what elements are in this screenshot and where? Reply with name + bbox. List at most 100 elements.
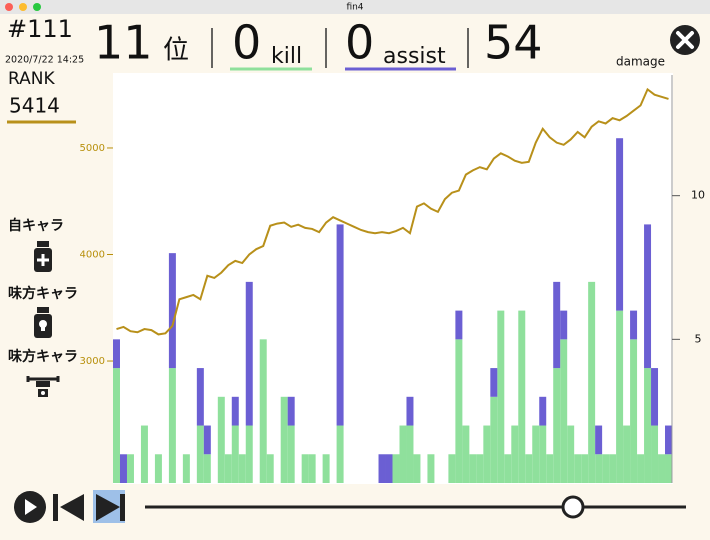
window-title: fin4	[346, 3, 363, 13]
bar	[378, 454, 386, 483]
bar	[518, 310, 526, 483]
bar	[637, 454, 645, 483]
bar	[322, 454, 330, 483]
bar	[203, 454, 211, 483]
character-label: 味方キャラ	[8, 285, 78, 302]
bar	[462, 425, 470, 483]
bar	[616, 138, 624, 311]
place: 11	[94, 16, 153, 70]
y-tick-label: 3000	[80, 356, 105, 367]
rank-label: RANK	[8, 69, 55, 89]
bar	[448, 454, 456, 483]
match-number: #111	[7, 15, 73, 43]
bar	[511, 425, 519, 483]
bar	[231, 396, 239, 426]
bar	[455, 310, 463, 340]
bar	[546, 454, 554, 483]
next-button[interactable]	[93, 490, 125, 523]
bar	[266, 454, 274, 483]
close-window[interactable]	[5, 3, 13, 11]
bar	[154, 454, 162, 483]
damage: 54	[484, 16, 543, 70]
bar	[168, 368, 176, 483]
title-bar	[0, 0, 710, 14]
bar	[581, 454, 589, 483]
bar	[525, 454, 533, 483]
assists: 0	[345, 16, 374, 70]
assists-label: assist	[383, 44, 446, 69]
bar	[308, 454, 316, 483]
bar	[651, 425, 659, 483]
bar	[469, 454, 477, 483]
bar	[602, 454, 610, 483]
bar	[231, 425, 239, 483]
bar	[196, 425, 204, 483]
bar	[658, 454, 666, 483]
bar	[595, 425, 603, 455]
bar	[259, 339, 267, 483]
minimize-window[interactable]	[19, 3, 27, 11]
match-datetime: 2020/7/22 14:25	[5, 55, 84, 66]
bar	[245, 281, 253, 426]
bar	[399, 425, 407, 483]
previous-button[interactable]	[53, 494, 84, 521]
close-button[interactable]	[670, 25, 700, 55]
bar	[392, 454, 400, 483]
bar	[588, 281, 596, 483]
bar	[560, 310, 568, 340]
bar	[476, 454, 484, 483]
bar	[385, 454, 393, 483]
bar	[287, 425, 295, 483]
bar	[553, 368, 561, 483]
drone-icon	[26, 376, 60, 397]
bar	[196, 368, 204, 426]
bar	[406, 396, 414, 426]
place-unit: 位	[163, 36, 189, 66]
rank-line	[116, 87, 669, 336]
damage-label: damage	[616, 55, 665, 69]
y2-tick-label: 10	[691, 189, 705, 202]
y-tick-label: 4000	[80, 249, 105, 260]
bar	[113, 339, 120, 369]
bar	[630, 339, 638, 483]
medic-icon	[34, 241, 52, 272]
chart: 3000 4000 5000 5 10	[80, 75, 705, 483]
bar	[413, 454, 421, 483]
bar	[182, 454, 190, 483]
bar	[623, 425, 631, 483]
progress-knob[interactable]	[561, 495, 585, 519]
play-button[interactable]	[14, 491, 46, 523]
bar	[119, 454, 127, 483]
character-label: 自キャラ	[8, 217, 64, 234]
poison-icon	[34, 307, 52, 338]
bar	[539, 425, 547, 483]
zoom-window[interactable]	[33, 3, 41, 11]
bar	[504, 454, 512, 483]
y-tick-label: 5000	[80, 143, 105, 154]
bar	[406, 425, 414, 483]
bar	[574, 454, 582, 483]
bar	[245, 425, 253, 483]
bar	[217, 396, 225, 483]
bar	[560, 339, 568, 483]
bar	[644, 368, 652, 483]
bar	[301, 454, 309, 483]
bar	[287, 396, 295, 426]
bar	[644, 224, 652, 369]
bar	[665, 454, 672, 483]
bar	[497, 310, 505, 483]
kills: 0	[232, 16, 261, 70]
y2-tick-label: 5	[695, 332, 702, 345]
bar	[224, 454, 232, 483]
bar	[168, 253, 176, 369]
bar	[203, 425, 211, 455]
character-label: 味方キャラ	[8, 348, 78, 365]
bar	[567, 425, 575, 483]
bar	[609, 454, 617, 483]
bar	[665, 425, 672, 455]
rank: 5414	[9, 94, 60, 118]
bar	[616, 310, 624, 483]
bar	[490, 396, 498, 483]
bar	[427, 454, 435, 483]
kills-label: kill	[271, 44, 302, 69]
